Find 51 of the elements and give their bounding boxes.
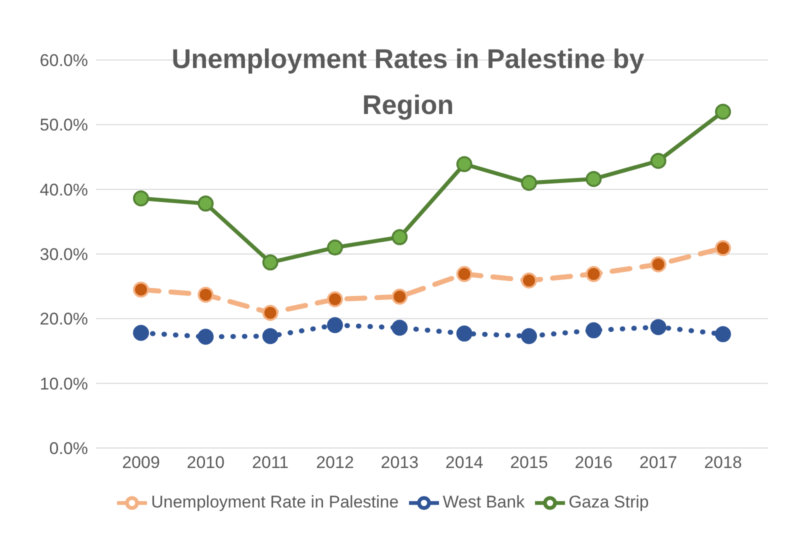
point xyxy=(715,240,731,256)
point xyxy=(198,196,214,212)
point xyxy=(715,326,731,342)
x-tick-label: 2017 xyxy=(639,453,678,472)
point xyxy=(392,288,408,305)
point xyxy=(198,328,214,345)
point xyxy=(327,317,343,334)
point xyxy=(456,326,472,342)
point xyxy=(327,240,343,256)
y-tick-label: 0.0% xyxy=(49,439,88,458)
point xyxy=(262,328,278,344)
point xyxy=(586,266,602,282)
legend-label: Gaza Strip xyxy=(568,492,649,512)
x-tick-label: 2013 xyxy=(380,453,419,472)
point xyxy=(456,266,472,282)
point xyxy=(133,282,149,298)
point xyxy=(392,320,408,336)
x-tick-label: 2010 xyxy=(186,453,225,472)
y-tick-label: 60.0% xyxy=(40,51,88,70)
point xyxy=(262,254,278,270)
x-tick-label: 2015 xyxy=(510,453,548,472)
point xyxy=(198,286,214,303)
point xyxy=(262,304,278,321)
y-tick-label: 50.0% xyxy=(40,116,88,135)
x-tick-label: 2009 xyxy=(122,453,160,472)
point xyxy=(586,170,602,187)
y-tick-label: 10.0% xyxy=(40,374,88,394)
point xyxy=(521,272,537,289)
legend-label: Unemployment Rate in Palestine xyxy=(151,492,399,512)
point xyxy=(521,174,537,191)
y-tick-label: 30.0% xyxy=(40,245,88,264)
point xyxy=(456,156,472,172)
x-tick-label: 2014 xyxy=(445,453,484,472)
point xyxy=(715,104,731,120)
x-tick-label: 2012 xyxy=(316,453,354,472)
point xyxy=(133,190,149,206)
x-tick-label: 2018 xyxy=(704,453,742,472)
point xyxy=(133,324,149,341)
point xyxy=(650,256,666,272)
legend-label: West Bank xyxy=(442,492,525,512)
point xyxy=(650,319,666,336)
chart-title: Unemployment Rates in Palestine by Region xyxy=(170,43,646,122)
y-tick-label: 40.0% xyxy=(40,180,88,200)
x-tick-label: 2016 xyxy=(574,453,613,472)
y-tick-label: 20.0% xyxy=(40,310,88,329)
point xyxy=(586,322,602,338)
point xyxy=(327,291,343,308)
point xyxy=(521,328,537,344)
point xyxy=(392,229,408,246)
point xyxy=(650,152,666,169)
x-tick-label: 2011 xyxy=(252,453,289,472)
